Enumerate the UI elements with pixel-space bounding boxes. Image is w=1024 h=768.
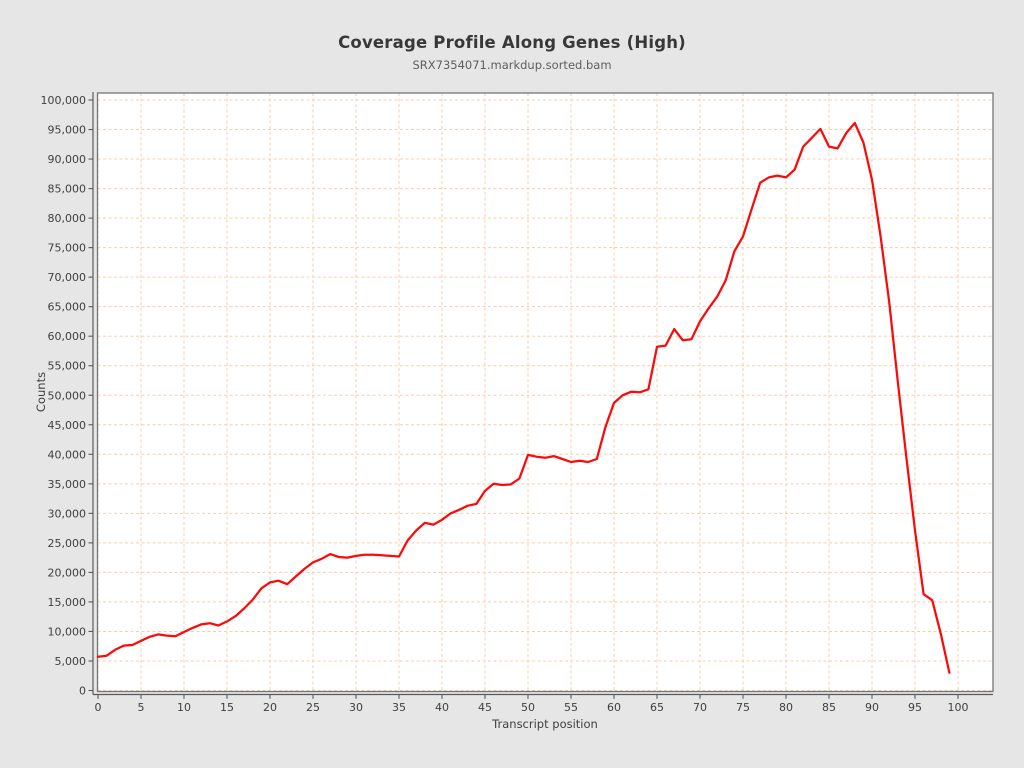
y-tick-label: 40,000 [48,448,87,461]
y-axis-label: Counts [34,371,48,413]
x-tick-label: 20 [263,701,277,714]
x-tick-label: 100 [948,701,969,714]
y-tick-label: 10,000 [48,625,87,638]
x-tick-label: 35 [392,701,406,714]
coverage-series-line [96,121,951,674]
x-axis-label: Transcript position [492,717,598,731]
y-tick-label: 45,000 [48,419,87,432]
y-tick-label: 30,000 [48,507,87,520]
x-tick-label: 5 [138,701,145,714]
y-tick-label: 70,000 [48,271,87,284]
x-tick-label: 45 [478,701,492,714]
x-tick-label: 30 [349,701,363,714]
y-tick-label: 100,000 [41,94,87,107]
x-tick-label: 90 [865,701,879,714]
y-tick-label: 65,000 [48,301,87,314]
x-tick-label: 50 [521,701,535,714]
x-tick-label: 70 [693,701,707,714]
x-tick-label: 40 [435,701,449,714]
y-tick-label: 75,000 [48,242,87,255]
x-tick-label: 10 [177,701,191,714]
y-tick-label: 15,000 [48,596,87,609]
y-tick-label: 0 [79,685,86,698]
x-tick-label: 0 [95,701,102,714]
x-tick-label: 85 [822,701,836,714]
y-tick-label: 55,000 [48,360,87,373]
y-tick-label: 50,000 [48,389,87,402]
x-tick-label: 80 [779,701,793,714]
chart-title: Coverage Profile Along Genes (High) [338,33,686,52]
y-tick-label: 25,000 [48,537,87,550]
y-tick-label: 5,000 [55,655,87,668]
x-tick-label: 75 [736,701,750,714]
x-tick-label: 25 [306,701,320,714]
x-tick-label: 55 [564,701,578,714]
x-tick-label: 15 [220,701,234,714]
y-tick-label: 90,000 [48,153,87,166]
y-tick-label: 35,000 [48,478,87,491]
chart-subtitle: SRX7354071.markdup.sorted.bam [412,58,612,72]
y-tick-label: 80,000 [48,212,87,225]
x-tick-label: 65 [650,701,664,714]
y-tick-label: 20,000 [48,566,87,579]
x-tick-label: 60 [607,701,621,714]
y-tick-label: 85,000 [48,183,87,196]
y-tick-label: 95,000 [48,124,87,137]
y-tick-label: 60,000 [48,330,87,343]
x-tick-label: 95 [908,701,922,714]
